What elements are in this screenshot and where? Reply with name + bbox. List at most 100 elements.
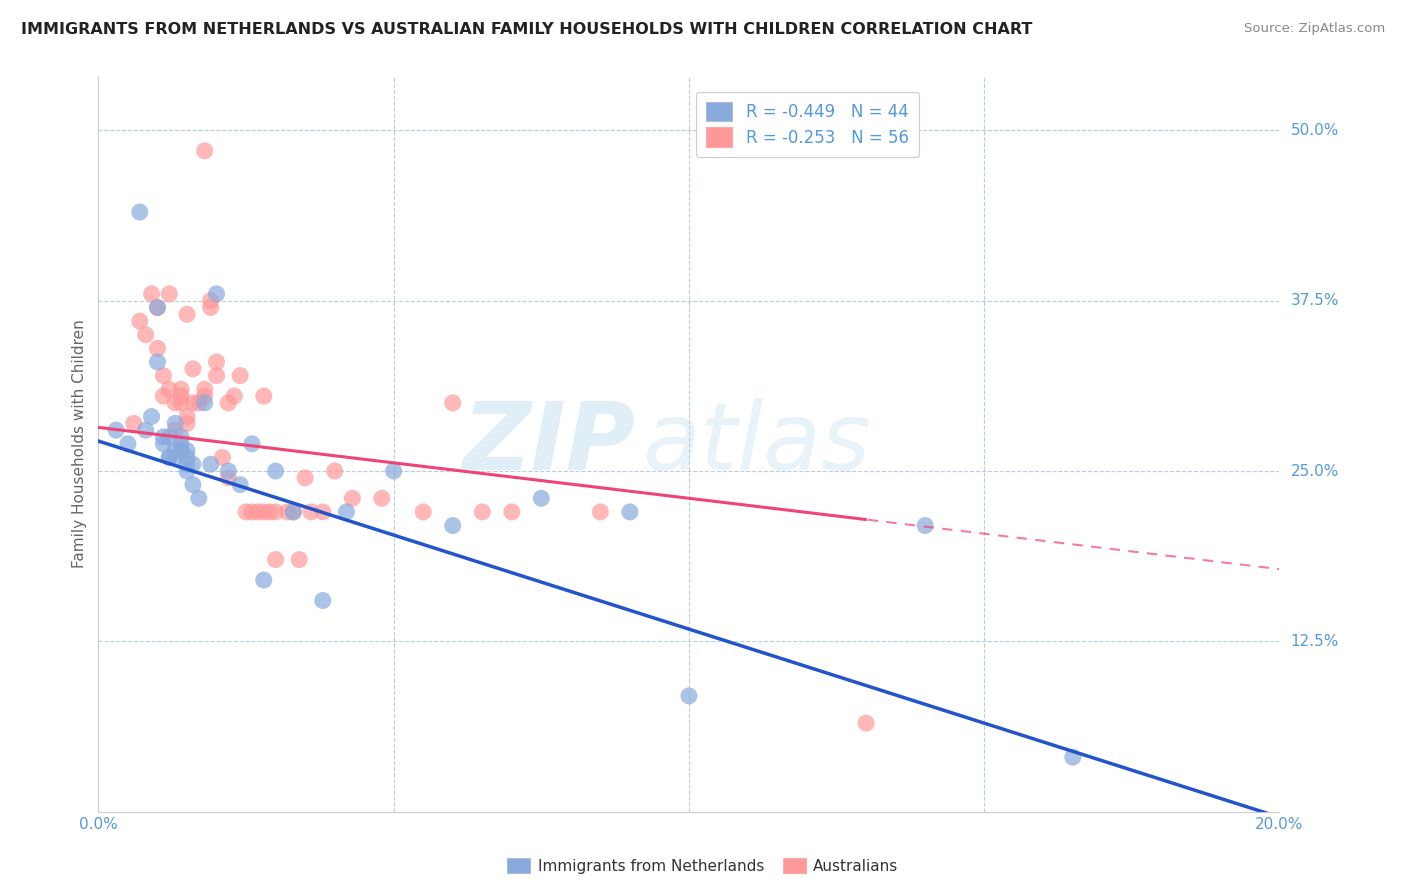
- Text: IMMIGRANTS FROM NETHERLANDS VS AUSTRALIAN FAMILY HOUSEHOLDS WITH CHILDREN CORREL: IMMIGRANTS FROM NETHERLANDS VS AUSTRALIA…: [21, 22, 1032, 37]
- Point: [283, 505, 305, 519]
- Point: [170, 382, 193, 396]
- Point: [371, 491, 394, 506]
- Point: [205, 286, 228, 301]
- Point: [170, 396, 193, 410]
- Point: [187, 491, 209, 506]
- Point: [1062, 750, 1084, 764]
- Point: [194, 389, 217, 403]
- Point: [253, 505, 276, 519]
- Point: [152, 436, 174, 450]
- Y-axis label: Family Households with Children: Family Households with Children: [72, 319, 87, 568]
- Point: [170, 443, 193, 458]
- Text: 25.0%: 25.0%: [1291, 464, 1339, 478]
- Point: [229, 368, 252, 383]
- Point: [194, 382, 217, 396]
- Point: [229, 477, 252, 491]
- Text: 12.5%: 12.5%: [1291, 634, 1339, 648]
- Point: [441, 396, 464, 410]
- Point: [165, 423, 187, 437]
- Point: [194, 144, 217, 158]
- Point: [181, 361, 204, 376]
- Legend: R = -0.449   N = 44, R = -0.253   N = 56: R = -0.449 N = 44, R = -0.253 N = 56: [696, 92, 918, 157]
- Point: [165, 450, 187, 465]
- Point: [152, 389, 174, 403]
- Point: [619, 505, 641, 519]
- Point: [294, 471, 316, 485]
- Point: [276, 505, 298, 519]
- Point: [382, 464, 405, 478]
- Point: [253, 573, 276, 587]
- Point: [152, 368, 174, 383]
- Point: [128, 205, 150, 219]
- Point: [264, 464, 287, 478]
- Point: [259, 505, 281, 519]
- Point: [157, 450, 180, 465]
- Point: [501, 505, 523, 519]
- Point: [205, 355, 228, 369]
- Point: [181, 396, 204, 410]
- Point: [157, 450, 180, 465]
- Point: [205, 368, 228, 383]
- Text: ZIP: ZIP: [463, 398, 636, 490]
- Point: [235, 505, 257, 519]
- Point: [122, 417, 145, 431]
- Legend: Immigrants from Netherlands, Australians: Immigrants from Netherlands, Australians: [502, 852, 904, 880]
- Point: [200, 301, 222, 315]
- Point: [176, 443, 198, 458]
- Point: [135, 423, 157, 437]
- Point: [240, 505, 263, 519]
- Point: [170, 436, 193, 450]
- Point: [224, 389, 246, 403]
- Point: [283, 505, 305, 519]
- Point: [128, 314, 150, 328]
- Text: atlas: atlas: [641, 398, 870, 490]
- Point: [323, 464, 346, 478]
- Point: [170, 389, 193, 403]
- Point: [217, 464, 239, 478]
- Point: [312, 505, 335, 519]
- Point: [187, 396, 209, 410]
- Point: [146, 301, 169, 315]
- Point: [176, 464, 198, 478]
- Point: [200, 293, 222, 308]
- Point: [264, 552, 287, 566]
- Text: 50.0%: 50.0%: [1291, 123, 1339, 138]
- Point: [441, 518, 464, 533]
- Point: [299, 505, 322, 519]
- Point: [135, 327, 157, 342]
- Point: [157, 286, 180, 301]
- Point: [589, 505, 612, 519]
- Point: [678, 689, 700, 703]
- Point: [157, 382, 180, 396]
- Point: [264, 505, 287, 519]
- Point: [471, 505, 494, 519]
- Point: [141, 409, 163, 424]
- Point: [855, 716, 877, 731]
- Point: [170, 430, 193, 444]
- Point: [288, 552, 311, 566]
- Point: [181, 477, 204, 491]
- Point: [176, 307, 198, 321]
- Point: [335, 505, 357, 519]
- Point: [170, 443, 193, 458]
- Point: [146, 342, 169, 356]
- Text: Source: ZipAtlas.com: Source: ZipAtlas.com: [1244, 22, 1385, 36]
- Point: [253, 389, 276, 403]
- Point: [217, 396, 239, 410]
- Point: [176, 409, 198, 424]
- Point: [181, 457, 204, 471]
- Point: [530, 491, 553, 506]
- Point: [117, 436, 139, 450]
- Point: [165, 443, 187, 458]
- Point: [914, 518, 936, 533]
- Point: [312, 593, 335, 607]
- Point: [246, 505, 269, 519]
- Point: [211, 450, 233, 465]
- Text: 37.5%: 37.5%: [1291, 293, 1339, 308]
- Point: [141, 286, 163, 301]
- Point: [412, 505, 434, 519]
- Point: [342, 491, 364, 506]
- Point: [152, 430, 174, 444]
- Point: [176, 457, 198, 471]
- Point: [146, 355, 169, 369]
